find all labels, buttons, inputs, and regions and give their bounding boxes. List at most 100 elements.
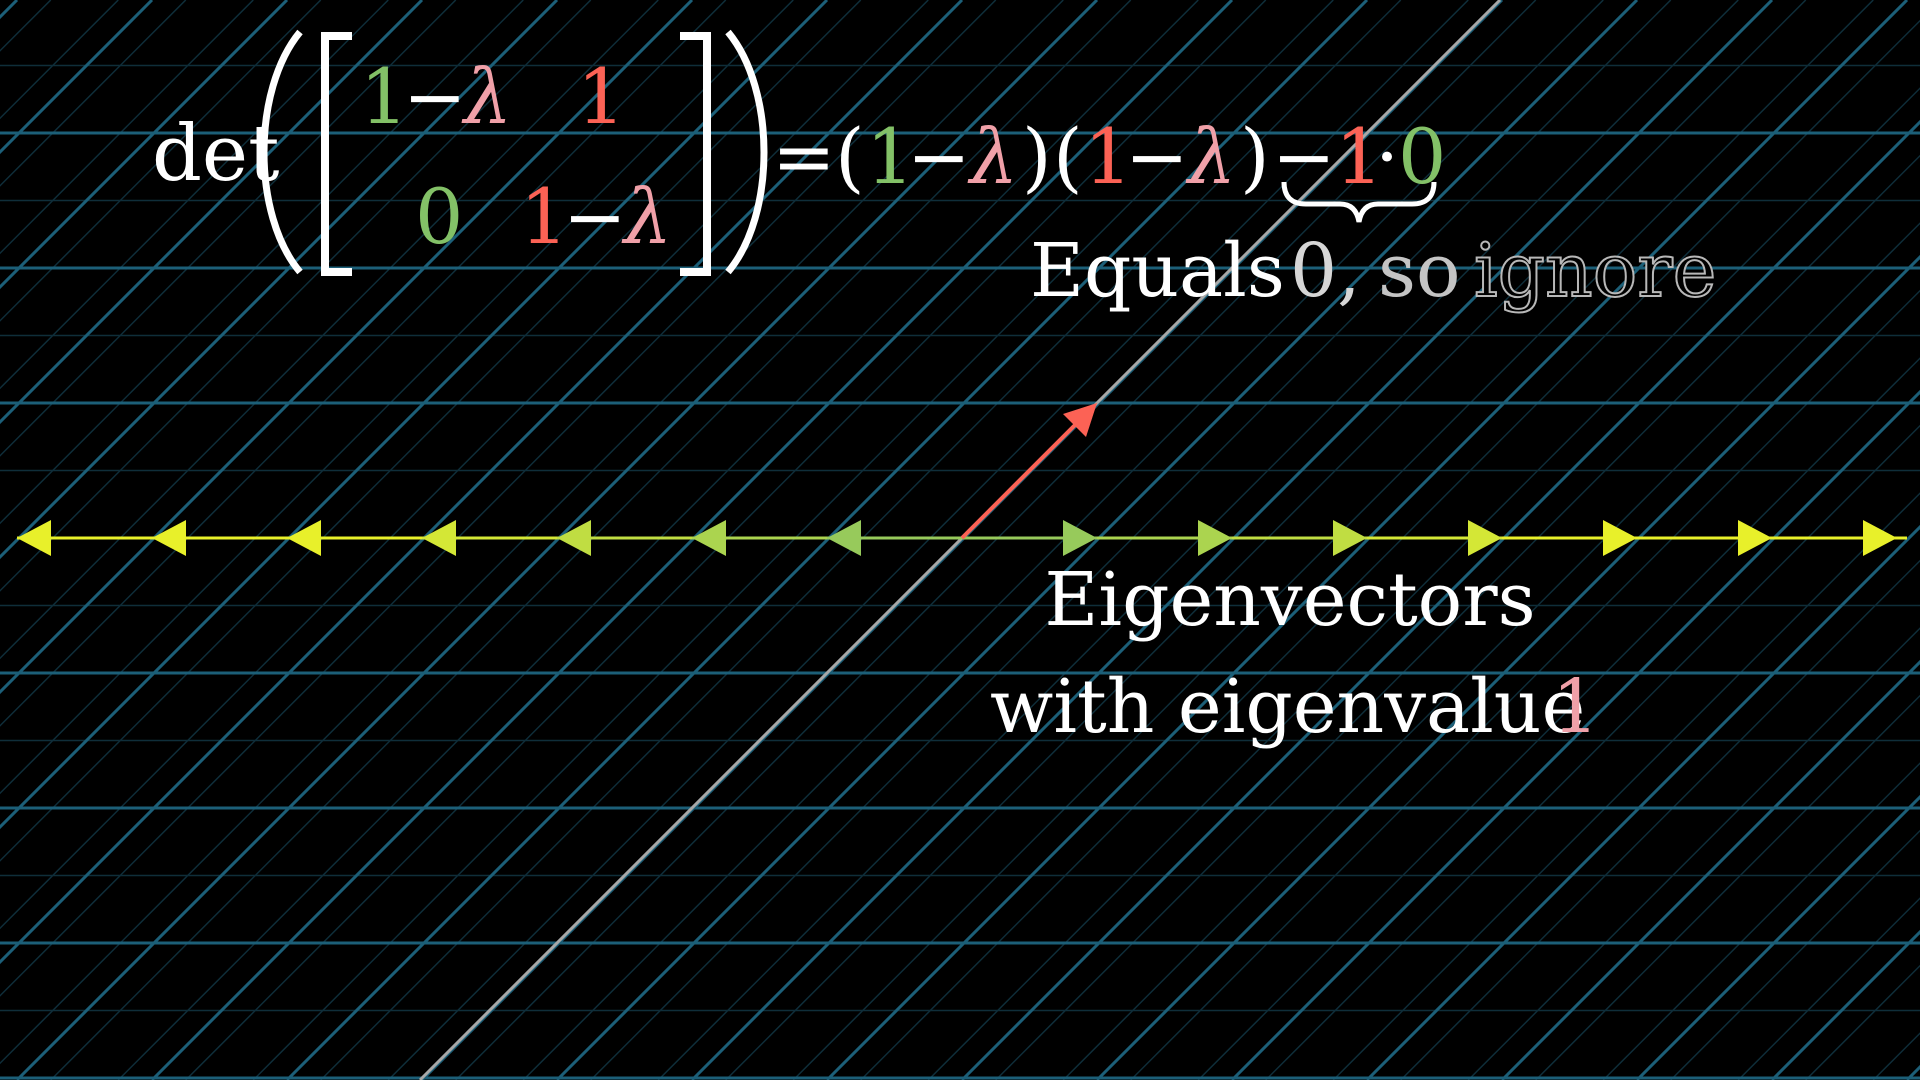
grid-major-slant (0, 0, 559, 560)
grid-minor-slant (0, 0, 389, 390)
grid-minor-slant (0, 0, 929, 930)
grid-major-slant (0, 0, 964, 965)
eigenvector-line (17, 520, 1907, 556)
arrowhead-icon (422, 520, 456, 556)
label-eigenvectors: Eigenvectors (1044, 557, 1535, 643)
open-paren-2: ( (1053, 112, 1083, 201)
grid-major-slant (1230, 389, 1920, 1080)
annotation-equals: Equals (1030, 228, 1285, 314)
left-bracket (321, 32, 352, 276)
term2-num: 1 (1084, 112, 1132, 201)
term-one: 1 (1335, 112, 1383, 201)
grid-minor-slant (0, 0, 254, 255)
m11-minus: − (403, 52, 467, 141)
grid-minor-slant (252, 0, 1334, 1080)
grid-minor-slant (1400, 559, 1920, 1080)
m22-num: 1 (520, 172, 568, 261)
arrow-vector-icon (1063, 403, 1097, 437)
grid-minor-slant (725, 0, 1807, 1080)
grid-major-slant (0, 0, 829, 830)
det-label: det (152, 109, 279, 199)
arrowhead-icon (152, 520, 186, 556)
grid-minor-slant (1737, 897, 1920, 1080)
open-paren-1: ( (835, 112, 865, 201)
term1-lambda: λ (967, 112, 1018, 201)
grid-major-slant (0, 0, 424, 425)
grid-minor-slant (387, 0, 1469, 1080)
grid-minor-slant (455, 0, 1537, 1080)
grid-major-slant (15, 0, 1099, 1080)
grid-major-slant (0, 0, 289, 290)
grid-major-slant (1635, 794, 1920, 1080)
matrix-entry-11: 1 − λ (360, 52, 512, 141)
grid-minor-slant (1467, 627, 1920, 1080)
dot-operator: · (1375, 112, 1399, 201)
term1-num: 1 (866, 112, 914, 201)
equals-sign: = (772, 112, 836, 201)
left-paren (260, 29, 303, 275)
grid-minor-slant (0, 0, 659, 660)
term2-minus: − (1125, 112, 1189, 201)
arrowhead-icon (1063, 520, 1097, 556)
arrowhead-icon (1333, 520, 1367, 556)
term2-lambda: λ (1185, 112, 1236, 201)
annotation-ignore: ignore (1474, 228, 1716, 314)
grid-minor-slant (0, 0, 457, 457)
arrowhead-icon (827, 520, 861, 556)
term1-minus: − (907, 112, 971, 201)
grid-major-slant (1500, 659, 1920, 1080)
grid-minor-slant (1670, 829, 1920, 1080)
underbrace-icon (1281, 181, 1437, 223)
annotation-so: so (1378, 228, 1461, 314)
arrowhead-icon (1468, 520, 1502, 556)
arrowhead-icon (1738, 520, 1772, 556)
grid-minor-slant (1265, 424, 1920, 1080)
grid-minor-slant (1130, 289, 1920, 1080)
red-vector-shaft (960, 420, 1080, 540)
m11-lambda: λ (461, 52, 512, 141)
grid-minor-slant (995, 154, 1920, 1080)
m22-minus: − (563, 172, 627, 261)
grid-minor-slant (0, 0, 524, 525)
arrowhead-icon (287, 520, 321, 556)
arrowhead-icon (557, 520, 591, 556)
grid-minor-slant (0, 0, 794, 795)
annotation-zero: 0, (1290, 228, 1361, 314)
minus-sign: − (1272, 112, 1336, 201)
eigen-label: Eigenvectors with eigenvalue 1 (990, 557, 1599, 750)
matrix-entry-22: 1 − λ (520, 172, 672, 261)
arrowhead-icon (17, 520, 51, 556)
grid-minor-slant (0, 0, 322, 322)
determinant-equation: det 1 − λ 1 0 1 − λ = ( 1 − λ ) ( 1 (152, 29, 1446, 276)
rhs-expression: = ( 1 − λ ) ( 1 − λ ) − 1 · 0 (772, 112, 1446, 201)
matrix-entry-12: 1 (577, 52, 625, 141)
grid-major-slant (1095, 254, 1920, 1080)
term-zero: 0 (1398, 112, 1446, 201)
label-with-eigenvalue: with eigenvalue (990, 664, 1585, 750)
grid-minor-slant (117, 0, 1199, 1080)
close-paren-1: ) (1022, 112, 1052, 201)
grid-minor-slant (1535, 694, 1920, 1080)
matrix-entry-21: 0 (415, 172, 463, 261)
grid-major-slant (690, 0, 1774, 1080)
grid-minor-slant (0, 0, 187, 187)
m11-num: 1 (360, 52, 408, 141)
grid-major-slant (825, 0, 1909, 1080)
arrowhead-icon (1603, 520, 1637, 556)
arrowhead-icon (1198, 520, 1232, 556)
grid-minor-slant (590, 0, 1672, 1080)
grid-major-slant (0, 0, 694, 695)
grid-major-slant (960, 119, 1920, 1080)
grid-minor-slant (860, 19, 1920, 1080)
grid-major-slant (555, 0, 1639, 1080)
right-bracket (680, 32, 711, 276)
grid-major-slant (1365, 524, 1920, 1080)
close-paren-2: ) (1240, 112, 1270, 201)
span-line-gray (418, 0, 1502, 1080)
m22-lambda: λ (621, 172, 672, 261)
grid-minor-slant (0, 0, 1064, 1065)
grid-major-slant (285, 0, 1369, 1080)
arrowhead-icon (692, 520, 726, 556)
